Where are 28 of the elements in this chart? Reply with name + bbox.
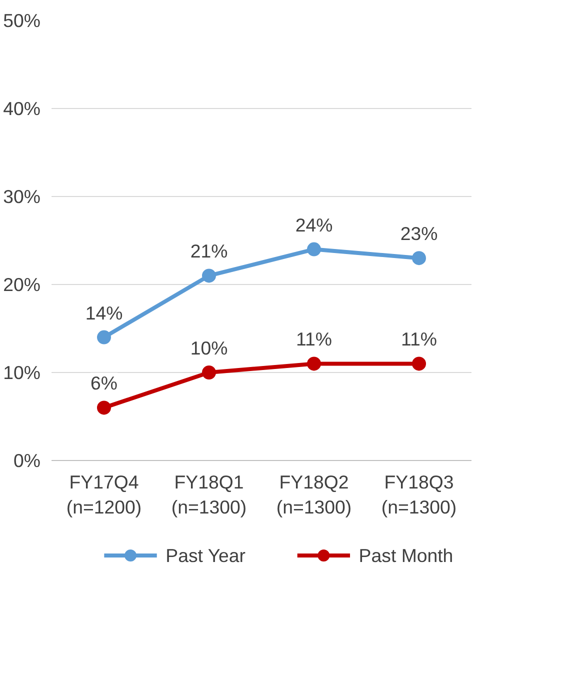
point <box>97 400 111 415</box>
y-tick-label: 20% <box>3 274 41 295</box>
point <box>307 242 321 256</box>
legend-label: Past Month <box>358 545 454 566</box>
data-label: 14% <box>85 302 123 324</box>
data-label: 10% <box>190 338 228 358</box>
data-label: 11% <box>401 328 437 350</box>
y-tick-label: 30% <box>3 186 41 207</box>
y-tick-label: 10% <box>3 362 41 383</box>
point <box>307 356 321 371</box>
y-tick-label: 40% <box>3 98 41 119</box>
point <box>202 268 216 283</box>
x-tick-label: FY18Q3 (n=1300) <box>381 472 457 518</box>
data-label: 24% <box>295 214 333 236</box>
point <box>412 356 426 371</box>
data-label: 11% <box>296 328 332 350</box>
x-tick-label: FY17Q4 (n=1200) <box>66 472 142 518</box>
point <box>412 251 426 266</box>
legend-label: Past Year <box>166 545 246 566</box>
x-tick-label: FY18Q1 (n=1300) <box>171 472 247 518</box>
y-tick-label: 50% <box>3 10 41 31</box>
data-label: 6% <box>90 372 118 394</box>
y-tick-label: 0% <box>14 450 41 471</box>
data-label: 23% <box>400 223 438 244</box>
x-tick-label: FY18Q2 (n=1300) <box>276 472 352 518</box>
data-label: 21% <box>190 240 228 262</box>
point <box>97 330 111 344</box>
point <box>202 366 216 380</box>
